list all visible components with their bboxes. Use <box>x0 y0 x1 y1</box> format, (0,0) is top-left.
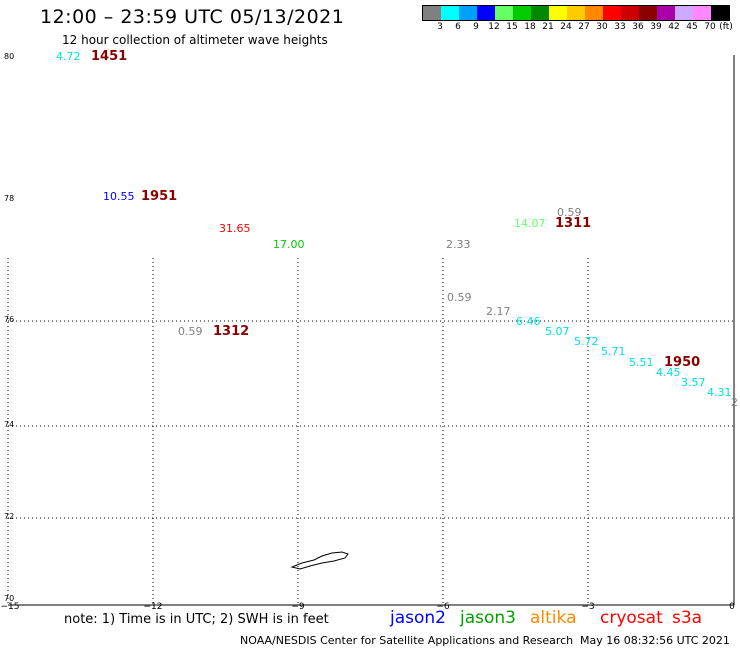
lon-label: −6 <box>436 602 450 612</box>
observation-label: 6.46 <box>516 315 541 328</box>
lon-label: −3 <box>581 602 594 612</box>
lat-label: 80 <box>4 52 14 61</box>
legend-tick-label: 30 <box>596 22 608 32</box>
legend-swatch <box>711 6 729 20</box>
legend-tick-label: 70 <box>704 22 716 32</box>
legend-swatch <box>657 6 675 20</box>
page-title: 12:00 – 23:59 UTC 05/13/2021 <box>40 6 345 28</box>
legend-tick-label: 45 <box>686 22 698 32</box>
pass-time-label: 1312 <box>213 324 249 339</box>
observation-label: 14.07 <box>514 217 546 230</box>
legend-tick-label: 9 <box>473 22 479 32</box>
legend-tick-label: 15 <box>506 22 518 32</box>
observation-label: 0.59 <box>557 206 582 219</box>
lon-label: −15 <box>1 602 20 612</box>
pass-time-label: 1951 <box>141 189 177 204</box>
lat-label: 70 <box>4 594 14 603</box>
legend-swatch <box>639 6 657 20</box>
legend-tick-label: 6 <box>455 22 461 32</box>
legend-tick-label: 24 <box>560 22 572 32</box>
legend-swatch <box>495 6 513 20</box>
observation-label: 0.59 <box>447 291 472 304</box>
legend-swatch <box>693 6 711 20</box>
legend-tick-label: 33 <box>614 22 626 32</box>
satellite-jason3: jason3 <box>460 608 516 628</box>
legend-swatch <box>531 6 549 20</box>
page-subtitle: 12 hour collection of altimeter wave hei… <box>62 33 328 47</box>
lon-label: −9 <box>291 602 305 612</box>
grid-lines <box>7 258 734 605</box>
wave-height-observations: 4.72 10.55 31.65 17.00 0.59 2.33 0.59 14… <box>56 50 738 409</box>
credit-line: NOAA/NESDIS Center for Satellite Applica… <box>240 634 574 647</box>
legend-swatch <box>513 6 531 20</box>
legend-swatch <box>549 6 567 20</box>
generation-timestamp: May 16 08:32:56 UTC 2021 <box>580 634 730 647</box>
legend-tick-label: 12 <box>488 22 500 32</box>
observation-label: 17.00 <box>273 238 305 251</box>
lon-label: −12 <box>144 602 163 612</box>
satellite-cryosat: cryosat <box>600 608 663 628</box>
lat-label: 74 <box>4 420 14 429</box>
pass-time-labels: 1451 1951 1312 1311 1950 <box>91 49 700 370</box>
observation-label: 10.55 <box>103 190 135 203</box>
legend-labels: 3 6 9 12 15 18 21 24 27 30 33 36 39 42 45 70 (ft) <box>422 21 733 33</box>
legend-swatch <box>477 6 495 20</box>
observation-label: 0.59 <box>178 325 203 338</box>
lat-label: 76 <box>4 315 14 324</box>
observation-label: 2.17 <box>486 305 511 318</box>
lat-label: 72 <box>4 512 14 521</box>
legend-tick-label: 21 <box>542 22 554 32</box>
footer-note: note: 1) Time is in UTC; 2) SWH is in fe… <box>64 612 329 627</box>
legend-tick-label: 42 <box>668 22 680 32</box>
legend-tick-label: 39 <box>650 22 662 32</box>
legend-tick-label: 36 <box>632 22 644 32</box>
legend-tick-label: 27 <box>578 22 590 32</box>
satellite-jason2: jason2 <box>390 608 446 628</box>
map-frame <box>8 55 735 606</box>
legend-tick-label: 3 <box>437 22 443 32</box>
legend-swatch <box>567 6 585 20</box>
observation-label: 5.72 <box>574 335 599 348</box>
observation-label: 5.51 <box>629 356 654 369</box>
legend-tick-label: 18 <box>524 22 536 32</box>
legend-swatch <box>585 6 603 20</box>
legend-swatch <box>459 6 477 20</box>
satellite-s3a: s3a <box>672 608 703 628</box>
legend-unit: (ft) <box>719 22 733 32</box>
legend-swatch <box>603 6 621 20</box>
observation-label: 31.65 <box>219 222 251 235</box>
color-legend: 3 6 9 12 15 18 21 24 27 30 33 36 39 42 45 70 (ft) <box>422 5 733 33</box>
observation-label: 4.45 <box>656 366 681 379</box>
observation-label: 2.33 <box>446 238 471 251</box>
observation-label: 5.71 <box>601 345 626 358</box>
jan-mayen-island <box>290 551 349 570</box>
observation-label: 3.57 <box>681 376 706 389</box>
legend-swatches <box>422 5 730 21</box>
observation-label: 2 <box>731 396 738 409</box>
legend-swatch <box>675 6 693 20</box>
lon-label: 0 <box>729 602 735 612</box>
lat-label: 78 <box>4 194 14 203</box>
observation-label: 4.72 <box>56 50 81 63</box>
legend-swatch <box>621 6 639 20</box>
legend-swatch <box>441 6 459 20</box>
legend-swatch <box>423 6 441 20</box>
satellite-altika: altika <box>530 608 577 628</box>
observation-label: 5.07 <box>545 325 570 338</box>
observation-label: 4.31 <box>707 386 732 399</box>
pass-time-label: 1950 <box>664 355 700 370</box>
pass-time-label: 1451 <box>91 49 127 64</box>
pass-time-label: 1311 <box>555 216 591 231</box>
